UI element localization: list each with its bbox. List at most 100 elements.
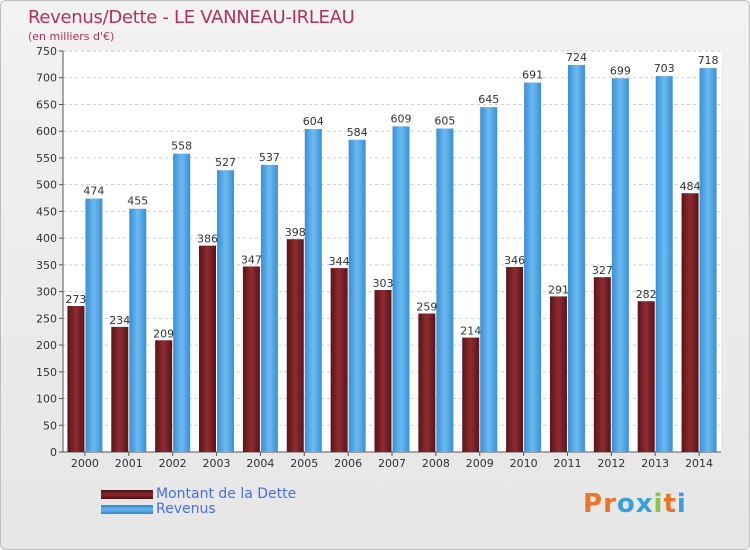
bar-debt <box>418 313 436 452</box>
bar-debt <box>506 267 524 452</box>
data-label-debt: 398 <box>285 226 306 239</box>
data-label-revenue: 527 <box>215 156 236 169</box>
bar-debt <box>199 245 217 452</box>
y-tick-label: 350 <box>36 259 57 272</box>
bar-revenue <box>348 139 366 452</box>
data-label-debt: 386 <box>197 233 218 246</box>
bar-revenue <box>655 76 673 452</box>
y-tick-label: 0 <box>50 446 57 459</box>
x-tick-label: 2003 <box>203 457 231 470</box>
data-label-debt: 303 <box>373 277 394 290</box>
logo-letter: t <box>663 489 677 519</box>
bar-revenue <box>480 107 498 452</box>
bar-debt <box>681 193 699 453</box>
bar-debt <box>593 277 611 452</box>
bar-debt <box>111 326 129 452</box>
x-tick-label: 2014 <box>685 457 713 470</box>
data-label-debt: 234 <box>109 314 130 327</box>
x-tick-label: 2002 <box>159 457 187 470</box>
x-tick-label: 2001 <box>115 457 143 470</box>
bar-revenue <box>304 129 322 452</box>
data-label-revenue: 605 <box>434 115 455 128</box>
x-tick-label: 2004 <box>246 457 274 470</box>
data-label-debt: 346 <box>504 254 525 267</box>
data-label-revenue: 699 <box>610 64 631 77</box>
y-tick-label: 600 <box>36 125 57 138</box>
y-tick-label: 300 <box>36 286 57 299</box>
bar-debt <box>637 301 655 452</box>
x-tick-label: 2012 <box>597 457 625 470</box>
legend-label-revenue: Revenus <box>156 501 216 517</box>
data-label-debt: 259 <box>416 301 437 314</box>
data-label-debt: 214 <box>460 325 481 338</box>
data-label-revenue: 584 <box>347 126 368 139</box>
y-tick-label: 750 <box>36 45 57 58</box>
data-label-revenue: 537 <box>259 151 280 164</box>
data-label-revenue: 609 <box>391 112 412 125</box>
y-tick-label: 500 <box>36 179 57 192</box>
bar-debt <box>286 239 304 452</box>
data-label-revenue: 455 <box>127 195 148 208</box>
plot-area <box>63 51 721 452</box>
logo-letter: o <box>616 489 636 519</box>
y-tick-label: 650 <box>36 98 57 111</box>
bar-debt <box>462 337 480 452</box>
bar-debt <box>374 289 392 452</box>
data-label-debt: 273 <box>65 293 86 306</box>
data-label-debt: 484 <box>680 180 701 193</box>
logo-letter: i <box>653 489 664 519</box>
bar-revenue <box>260 164 278 452</box>
bar-revenue <box>85 198 103 452</box>
data-label-debt: 344 <box>329 255 350 268</box>
proxiti-logo: Proxiti <box>583 489 687 519</box>
bar-debt <box>67 306 85 452</box>
y-tick-label: 450 <box>36 205 57 218</box>
x-tick-label: 2008 <box>422 457 450 470</box>
x-tick-label: 2011 <box>553 457 581 470</box>
bar-revenue <box>392 126 410 452</box>
data-label-revenue: 645 <box>478 93 499 106</box>
chart-subtitle: (en milliers d'€) <box>28 30 115 43</box>
data-label-revenue: 474 <box>83 185 104 198</box>
bar-debt <box>330 268 348 452</box>
logo-letter: i <box>676 489 687 519</box>
x-tick-label: 2000 <box>71 457 99 470</box>
y-tick-label: 150 <box>36 366 57 379</box>
data-label-debt: 209 <box>153 327 174 340</box>
data-label-revenue: 691 <box>522 69 543 82</box>
legend-swatch-revenue <box>101 505 153 514</box>
bar-revenue <box>567 64 585 452</box>
bar-revenue <box>129 208 147 452</box>
data-label-debt: 291 <box>548 283 569 296</box>
data-label-debt: 327 <box>592 264 613 277</box>
x-tick-label: 2009 <box>466 457 494 470</box>
bar-debt <box>242 266 260 452</box>
bar-revenue <box>436 128 454 452</box>
data-label-revenue: 703 <box>654 62 675 75</box>
chart-title: Revenus/Dette - LE VANNEAU-IRLEAU <box>28 7 355 28</box>
bar-revenue <box>611 78 629 452</box>
legend-label-debt: Montant de la Dette <box>156 486 297 502</box>
y-tick-label: 100 <box>36 393 57 406</box>
data-label-revenue: 558 <box>171 140 192 153</box>
x-tick-label: 2006 <box>334 457 362 470</box>
data-label-revenue: 718 <box>698 54 719 67</box>
data-label-debt: 282 <box>636 288 657 301</box>
bar-debt <box>549 296 567 452</box>
bar-revenue <box>699 68 717 452</box>
bar-revenue <box>173 153 191 452</box>
x-tick-label: 2013 <box>641 457 669 470</box>
y-tick-label: 50 <box>43 419 57 432</box>
y-tick-label: 400 <box>36 232 57 245</box>
data-label-revenue: 724 <box>566 51 587 64</box>
logo-letter: r <box>603 489 617 519</box>
x-tick-label: 2007 <box>378 457 406 470</box>
bar-revenue <box>217 170 235 453</box>
x-tick-label: 2010 <box>510 457 538 470</box>
x-tick-label: 2005 <box>290 457 318 470</box>
y-tick-label: 700 <box>36 72 57 85</box>
data-label-revenue: 604 <box>303 115 324 128</box>
data-label-debt: 347 <box>241 253 262 266</box>
